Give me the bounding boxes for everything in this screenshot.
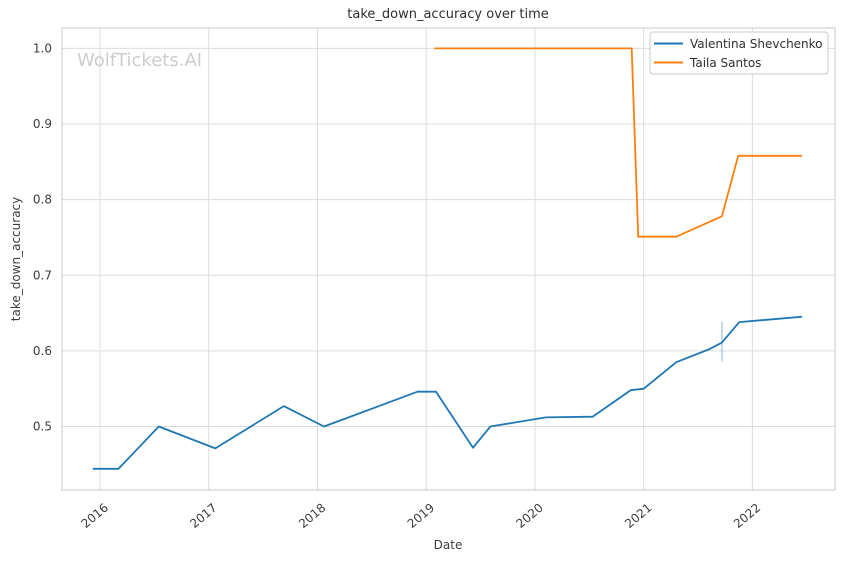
y-tick-label: 0.6 xyxy=(33,344,52,358)
x-tick-label: 2022 xyxy=(731,501,763,531)
legend: Valentina Shevchenko Taila Santos xyxy=(649,31,829,75)
y-tick-label: 0.5 xyxy=(33,419,52,433)
x-axis-label: Date xyxy=(434,538,463,552)
y-tick-label: 0.9 xyxy=(33,117,52,131)
chart-title: take_down_accuracy over time xyxy=(347,7,548,22)
x-tick-label: 2021 xyxy=(622,501,654,531)
series-line-taila-santos xyxy=(433,47,803,238)
x-axis-ticks: 2016 2017 2018 2019 2020 2021 2022 xyxy=(79,501,764,531)
y-axis-label: take_down_accuracy xyxy=(9,197,23,321)
legend-label-taila-santos: Taila Santos xyxy=(689,56,761,70)
data-series xyxy=(92,47,803,470)
gridlines xyxy=(62,28,835,490)
y-axis-ticks: 0.5 0.6 0.7 0.8 0.9 1.0 xyxy=(33,41,52,433)
legend-box xyxy=(649,31,829,75)
x-tick-label: 2016 xyxy=(79,501,111,531)
y-tick-label: 0.8 xyxy=(33,193,52,207)
y-tick-label: 1.0 xyxy=(33,41,52,55)
legend-label-valentina-shevchenko: Valentina Shevchenko xyxy=(690,37,823,51)
x-tick-label: 2017 xyxy=(187,501,219,531)
x-tick-label: 2020 xyxy=(513,501,545,531)
plot-border xyxy=(61,27,836,491)
series-line-valentina-shevchenko xyxy=(92,315,803,470)
watermark: WolfTickets.AI xyxy=(77,50,202,71)
x-tick-label: 2019 xyxy=(405,501,437,531)
y-tick-label: 0.7 xyxy=(33,268,52,282)
x-tick-label: 2018 xyxy=(296,501,328,531)
